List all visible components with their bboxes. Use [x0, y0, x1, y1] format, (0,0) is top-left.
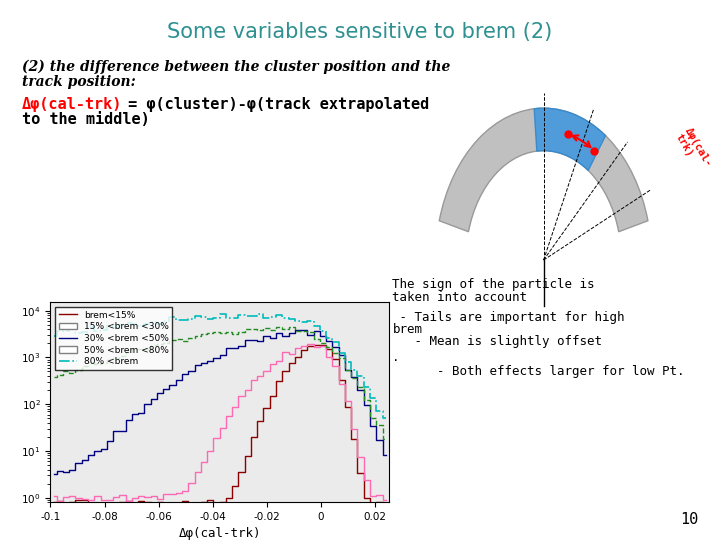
Wedge shape: [439, 108, 648, 232]
Text: (2) the difference between the cluster position and the: (2) the difference between the cluster p…: [22, 59, 450, 74]
Text: = φ(cluster)-φ(track extrapolated: = φ(cluster)-φ(track extrapolated: [119, 97, 429, 112]
Text: track position:: track position:: [22, 75, 135, 89]
Text: The sign of the particle is: The sign of the particle is: [392, 278, 595, 291]
Text: - Mean is slightly offset: - Mean is slightly offset: [392, 335, 603, 348]
Text: to the middle): to the middle): [22, 112, 149, 127]
Text: taken into account: taken into account: [392, 291, 528, 303]
Text: Some variables sensitive to brem (2): Some variables sensitive to brem (2): [167, 22, 553, 42]
Wedge shape: [534, 108, 606, 171]
X-axis label: Δφ(cal-trk): Δφ(cal-trk): [179, 528, 261, 540]
Legend: brem<15%, 15% <brem <30%, 30% <brem <50%, 50% <brem <80%, 80% <brem: brem<15%, 15% <brem <30%, 30% <brem <50%…: [55, 307, 172, 370]
Text: 10: 10: [680, 511, 698, 526]
Text: - Both effects larger for low Pt.: - Both effects larger for low Pt.: [392, 364, 685, 377]
Text: Δφ(cal-trk): Δφ(cal-trk): [22, 97, 122, 112]
Text: brem: brem: [392, 323, 423, 336]
Text: .: .: [392, 351, 400, 364]
Text: Δφ(cal-
trk): Δφ(cal- trk): [673, 126, 714, 175]
Text: - Tails are important for high: - Tails are important for high: [392, 310, 625, 323]
